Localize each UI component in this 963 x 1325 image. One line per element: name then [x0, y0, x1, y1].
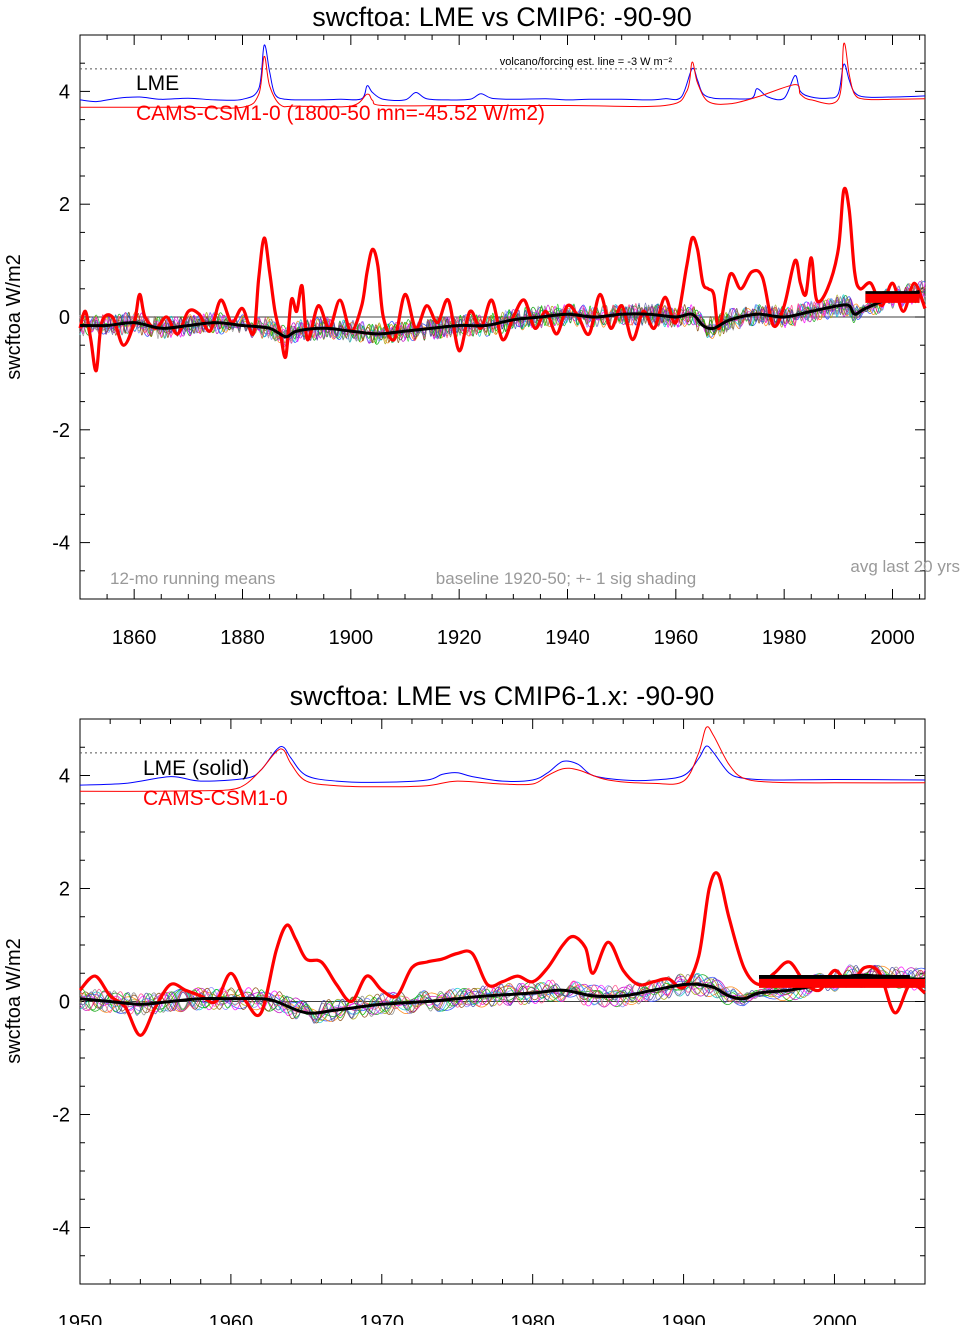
top-ytick-label: -2 — [52, 420, 70, 442]
bottom-xtick-label: 2000 — [812, 1312, 857, 1325]
bottom-xtick-label: 1990 — [661, 1312, 706, 1325]
top-xtick-label: 1900 — [329, 627, 374, 649]
bottom-xtick-label: 1960 — [209, 1312, 254, 1325]
top-forcing-lme-line — [79, 44, 926, 103]
bottom-forcing-model-line — [79, 726, 926, 792]
bottom-xtick-label: 1980 — [510, 1312, 555, 1325]
bottom-legend-lme: LME (solid) — [143, 757, 249, 780]
top-xtick-label: 1860 — [112, 627, 157, 649]
top-ytick-label: 0 — [59, 307, 70, 329]
bottom-plot-layer — [78, 718, 926, 1285]
top-model-line — [78, 186, 927, 373]
top-chart-panel: swcftoa: LME vs CMIP6: -90-90 swcftoa W/… — [3, 2, 960, 649]
bottom-ytick-label: 4 — [59, 766, 70, 788]
top-xtick-label: 1880 — [220, 627, 265, 649]
bottom-xtick-label: 1950 — [58, 1312, 103, 1325]
top-xtick-label: 1940 — [545, 627, 590, 649]
top-lme-mean-line — [79, 290, 920, 339]
top-chart-title: swcftoa: LME vs CMIP6: -90-90 — [312, 2, 692, 32]
top-avg-last-20-note: avg last 20 yrs — [850, 557, 960, 576]
bottom-ytick-label: 2 — [59, 879, 70, 901]
bottom-ytick-label: -4 — [52, 1218, 70, 1240]
top-legend-model: CAMS-CSM1-0 (1800-50 mn=-45.52 W/m2) — [136, 102, 545, 125]
bottom-model-line — [78, 871, 926, 1037]
bottom-chart-ylabel: swcftoa W/m2 — [3, 938, 25, 1064]
bottom-xtick-label: 1970 — [360, 1312, 405, 1325]
top-legend-lme: LME — [136, 72, 179, 95]
top-xtick-label: 2000 — [870, 627, 915, 649]
bottom-ytick-label: -2 — [52, 1105, 70, 1127]
top-running-mean-note: 12-mo running means — [110, 569, 275, 588]
top-xtick-label: 1960 — [654, 627, 699, 649]
top-xtick-label: 1980 — [762, 627, 807, 649]
top-forcing-model-line — [79, 42, 926, 109]
top-plot-layer — [78, 34, 927, 600]
bottom-lme-mean-line — [79, 973, 926, 1015]
top-xtick-label: 1920 — [437, 627, 482, 649]
bottom-ensemble-line — [79, 968, 926, 1024]
top-ytick-label: 2 — [59, 194, 70, 216]
top-baseline-note: baseline 1920-50; +- 1 sig shading — [436, 569, 696, 588]
bottom-chart-title: swcftoa: LME vs CMIP6-1.x: -90-90 — [290, 681, 715, 711]
top-ytick-label: 4 — [59, 81, 70, 103]
top-chart-ylabel: swcftoa W/m2 — [3, 254, 25, 380]
bottom-chart-panel: swcftoa: LME vs CMIP6-1.x: -90-90 swcfto… — [3, 681, 926, 1325]
top-forcing-annotation: volcano/forcing est. line = -3 W m⁻² — [500, 56, 673, 68]
bottom-legend-model: CAMS-CSM1-0 — [143, 787, 288, 810]
bottom-ytick-label: 0 — [59, 992, 70, 1014]
top-ytick-label: -4 — [52, 533, 70, 555]
